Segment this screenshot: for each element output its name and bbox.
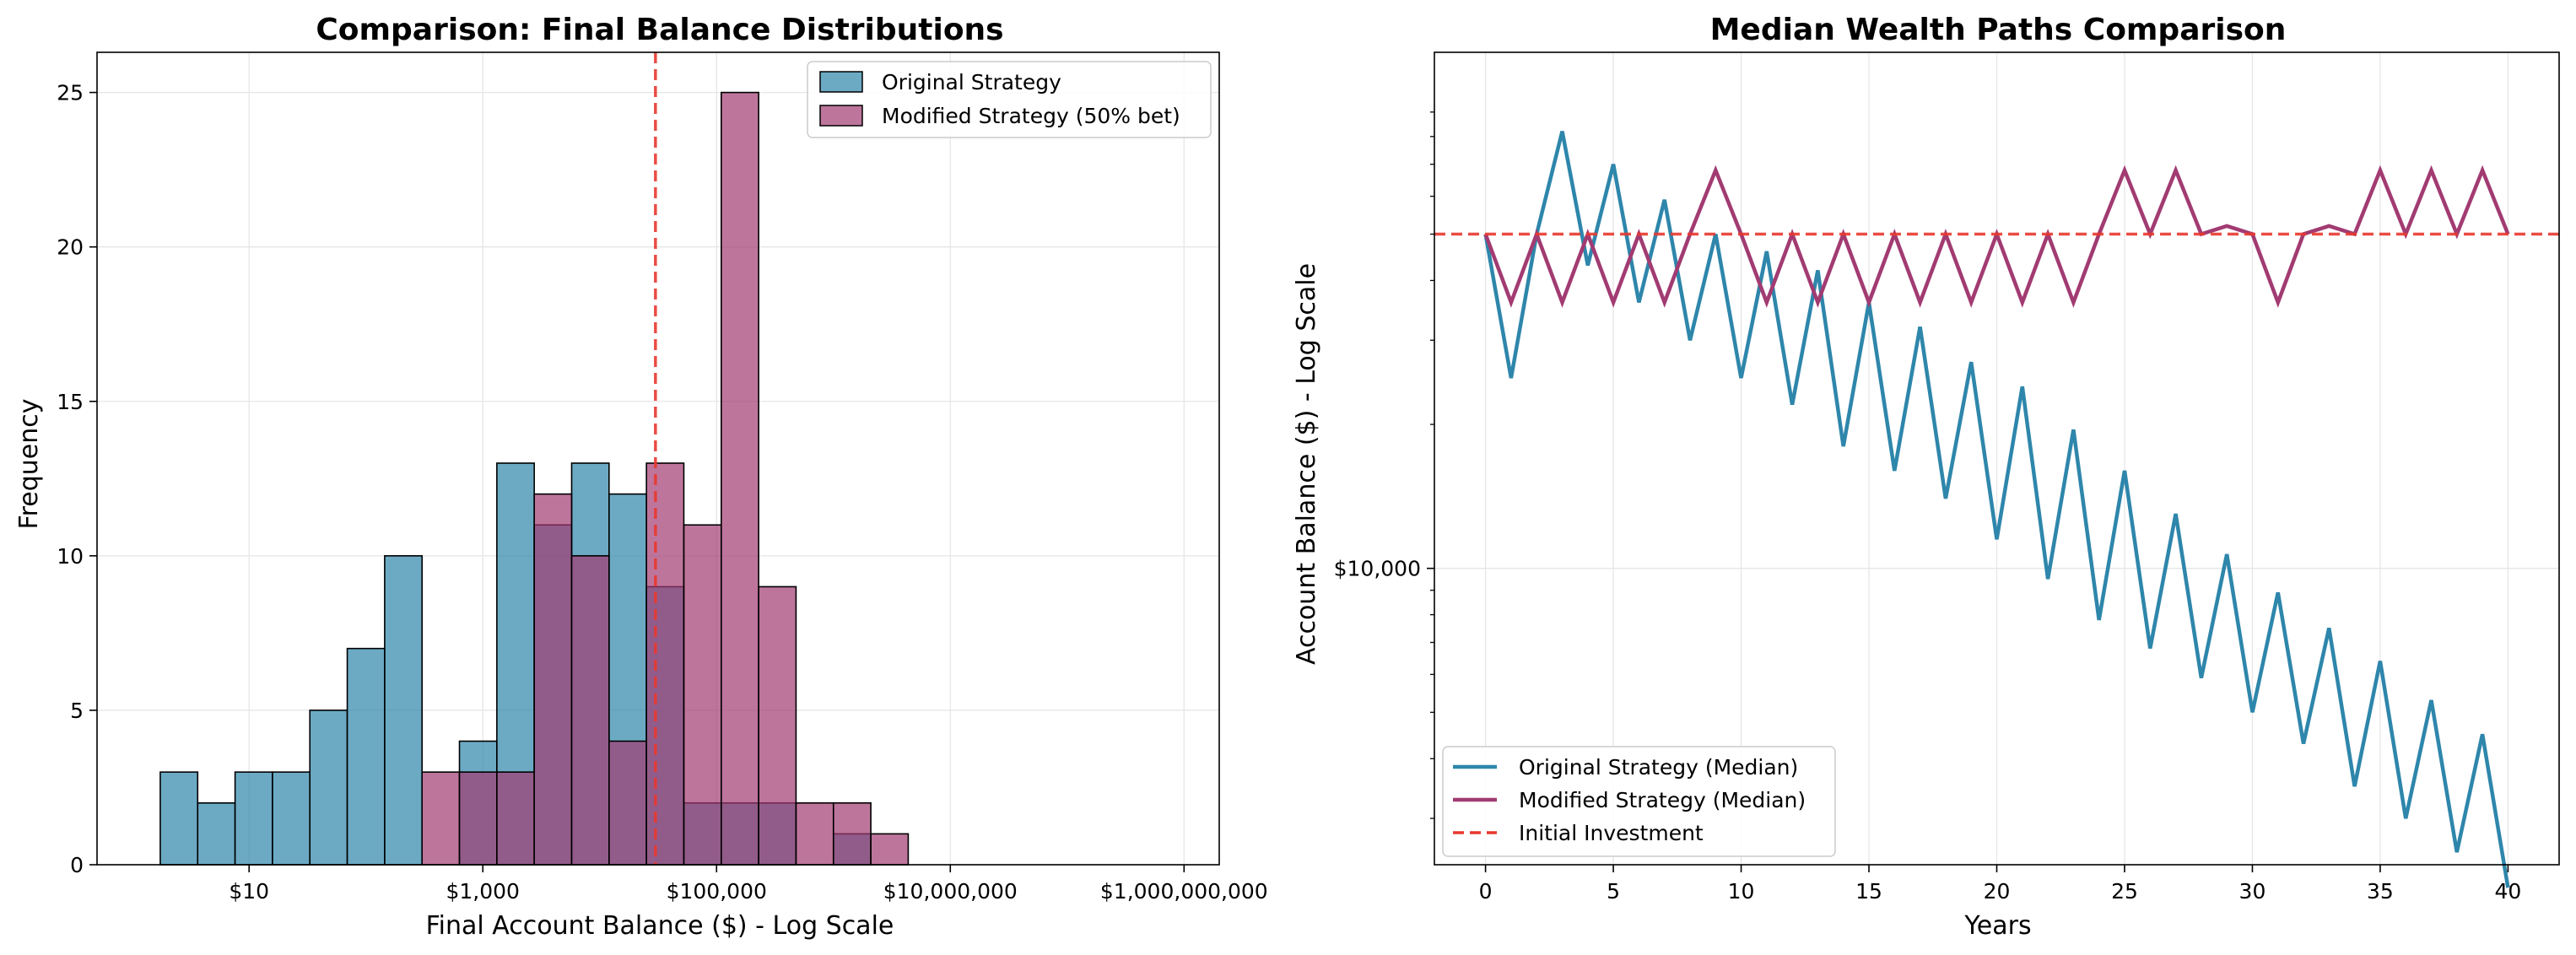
modified-strategy-bar — [870, 833, 910, 866]
histogram-x-tick-label: $10,000,000 — [883, 879, 1018, 904]
paths-x-tick-label: 25 — [2111, 879, 2138, 904]
histogram-x-tick-label: $10 — [229, 879, 269, 904]
original-strategy-bar — [384, 555, 424, 866]
paths-x-tick-label: 15 — [1855, 879, 1882, 904]
histogram-y-tick-label: 5 — [70, 699, 84, 723]
paths-title: Median Wealth Paths Comparison — [1710, 13, 2287, 47]
paths-gridlines — [1434, 52, 2559, 865]
histogram-frame — [96, 51, 1220, 866]
histogram-bars — [159, 91, 910, 866]
paths-ticks: 0 5 10 15 20 25 30 35 40 $10,000 — [1334, 111, 2522, 904]
paths-x-tick-label: 35 — [2367, 879, 2394, 904]
histogram-y-tick-label: 0 — [70, 853, 84, 877]
paths-x-tick-label: 5 — [1607, 879, 1620, 904]
paths-x-tick-label: 30 — [2239, 879, 2266, 904]
histogram-legend-box — [807, 61, 1212, 138]
histogram-y-tick-label: 15 — [57, 390, 84, 414]
legend-label-initial: Initial Investment — [1519, 821, 1704, 845]
paths-lines — [1434, 131, 2559, 888]
legend-label-original-median: Original Strategy (Median) — [1519, 755, 1798, 780]
modified-strategy-bar — [832, 801, 872, 866]
original-strategy-bar — [159, 771, 199, 866]
modified-strategy-bar — [570, 555, 610, 866]
modified-strategy-bar — [645, 462, 685, 866]
original-strategy-bar — [234, 771, 273, 866]
paths-x-tick-label: 20 — [1984, 879, 2011, 904]
histogram-chart: Comparison: Final Balance Distributions … — [14, 13, 1268, 941]
modified-strategy-bar — [458, 771, 498, 866]
legend-swatch-original — [819, 71, 863, 93]
paths-legend: Original Strategy (Median) Modified Stra… — [1442, 746, 1836, 857]
histogram-x-tick-label: $1,000,000,000 — [1100, 879, 1268, 904]
legend-label-modified-median: Modified Strategy (Median) — [1519, 788, 1806, 812]
original-strategy-bar — [346, 647, 386, 866]
paths-xlabel: Years — [1963, 911, 2031, 941]
paths-ylabel: Account Balance ($) - Log Scale — [1292, 263, 1321, 665]
wealth-paths-chart: Median Wealth Paths Comparison Years Acc… — [1292, 13, 2560, 941]
original-strategy-bar — [309, 710, 348, 866]
modified-strategy-bar — [608, 740, 647, 866]
legend-label-original: Original Strategy — [882, 70, 1061, 94]
histogram-ylabel: Frequency — [14, 399, 44, 530]
histogram-xlabel: Final Account Balance ($) - Log Scale — [426, 911, 894, 941]
histogram-y-tick-label: 10 — [57, 544, 84, 569]
histogram-y-tick-label: 20 — [57, 235, 84, 260]
paths-x-tick-label: 40 — [2495, 879, 2522, 904]
modified-strategy-bar — [795, 801, 834, 866]
original-strategy-bar — [197, 801, 236, 866]
histogram-legend: Original Strategy Modified Strategy (50%… — [807, 61, 1212, 138]
modified-strategy-bar — [421, 771, 461, 866]
legend-label-modified: Modified Strategy (50% bet) — [882, 104, 1180, 128]
paths-frame — [1434, 51, 2560, 866]
histogram-y-tick-label: 25 — [57, 81, 84, 105]
legend-swatch-modified — [819, 105, 863, 127]
histogram-title: Comparison: Final Balance Distributions — [316, 13, 1003, 47]
paths-x-tick-label: 0 — [1479, 879, 1493, 904]
histogram-x-tick-label: $100,000 — [667, 879, 767, 904]
modified-strategy-bar — [496, 771, 535, 866]
histogram-ticks: $10 $1,000 $100,000 $10,000,000 $1,000,000,0… — [57, 81, 1268, 904]
modified-strategy-bar — [533, 493, 573, 866]
histogram-x-tick-label: $1,000 — [446, 879, 519, 904]
modified-strategy-bar — [683, 524, 722, 866]
paths-y-tick-label: $10,000 — [1334, 557, 1421, 581]
paths-legend-box — [1442, 746, 1836, 857]
modified-strategy-bar — [720, 91, 759, 866]
paths-x-tick-label: 10 — [1728, 879, 1755, 904]
original-strategy-bar — [272, 771, 311, 866]
modified-strategy-bar — [758, 585, 797, 866]
